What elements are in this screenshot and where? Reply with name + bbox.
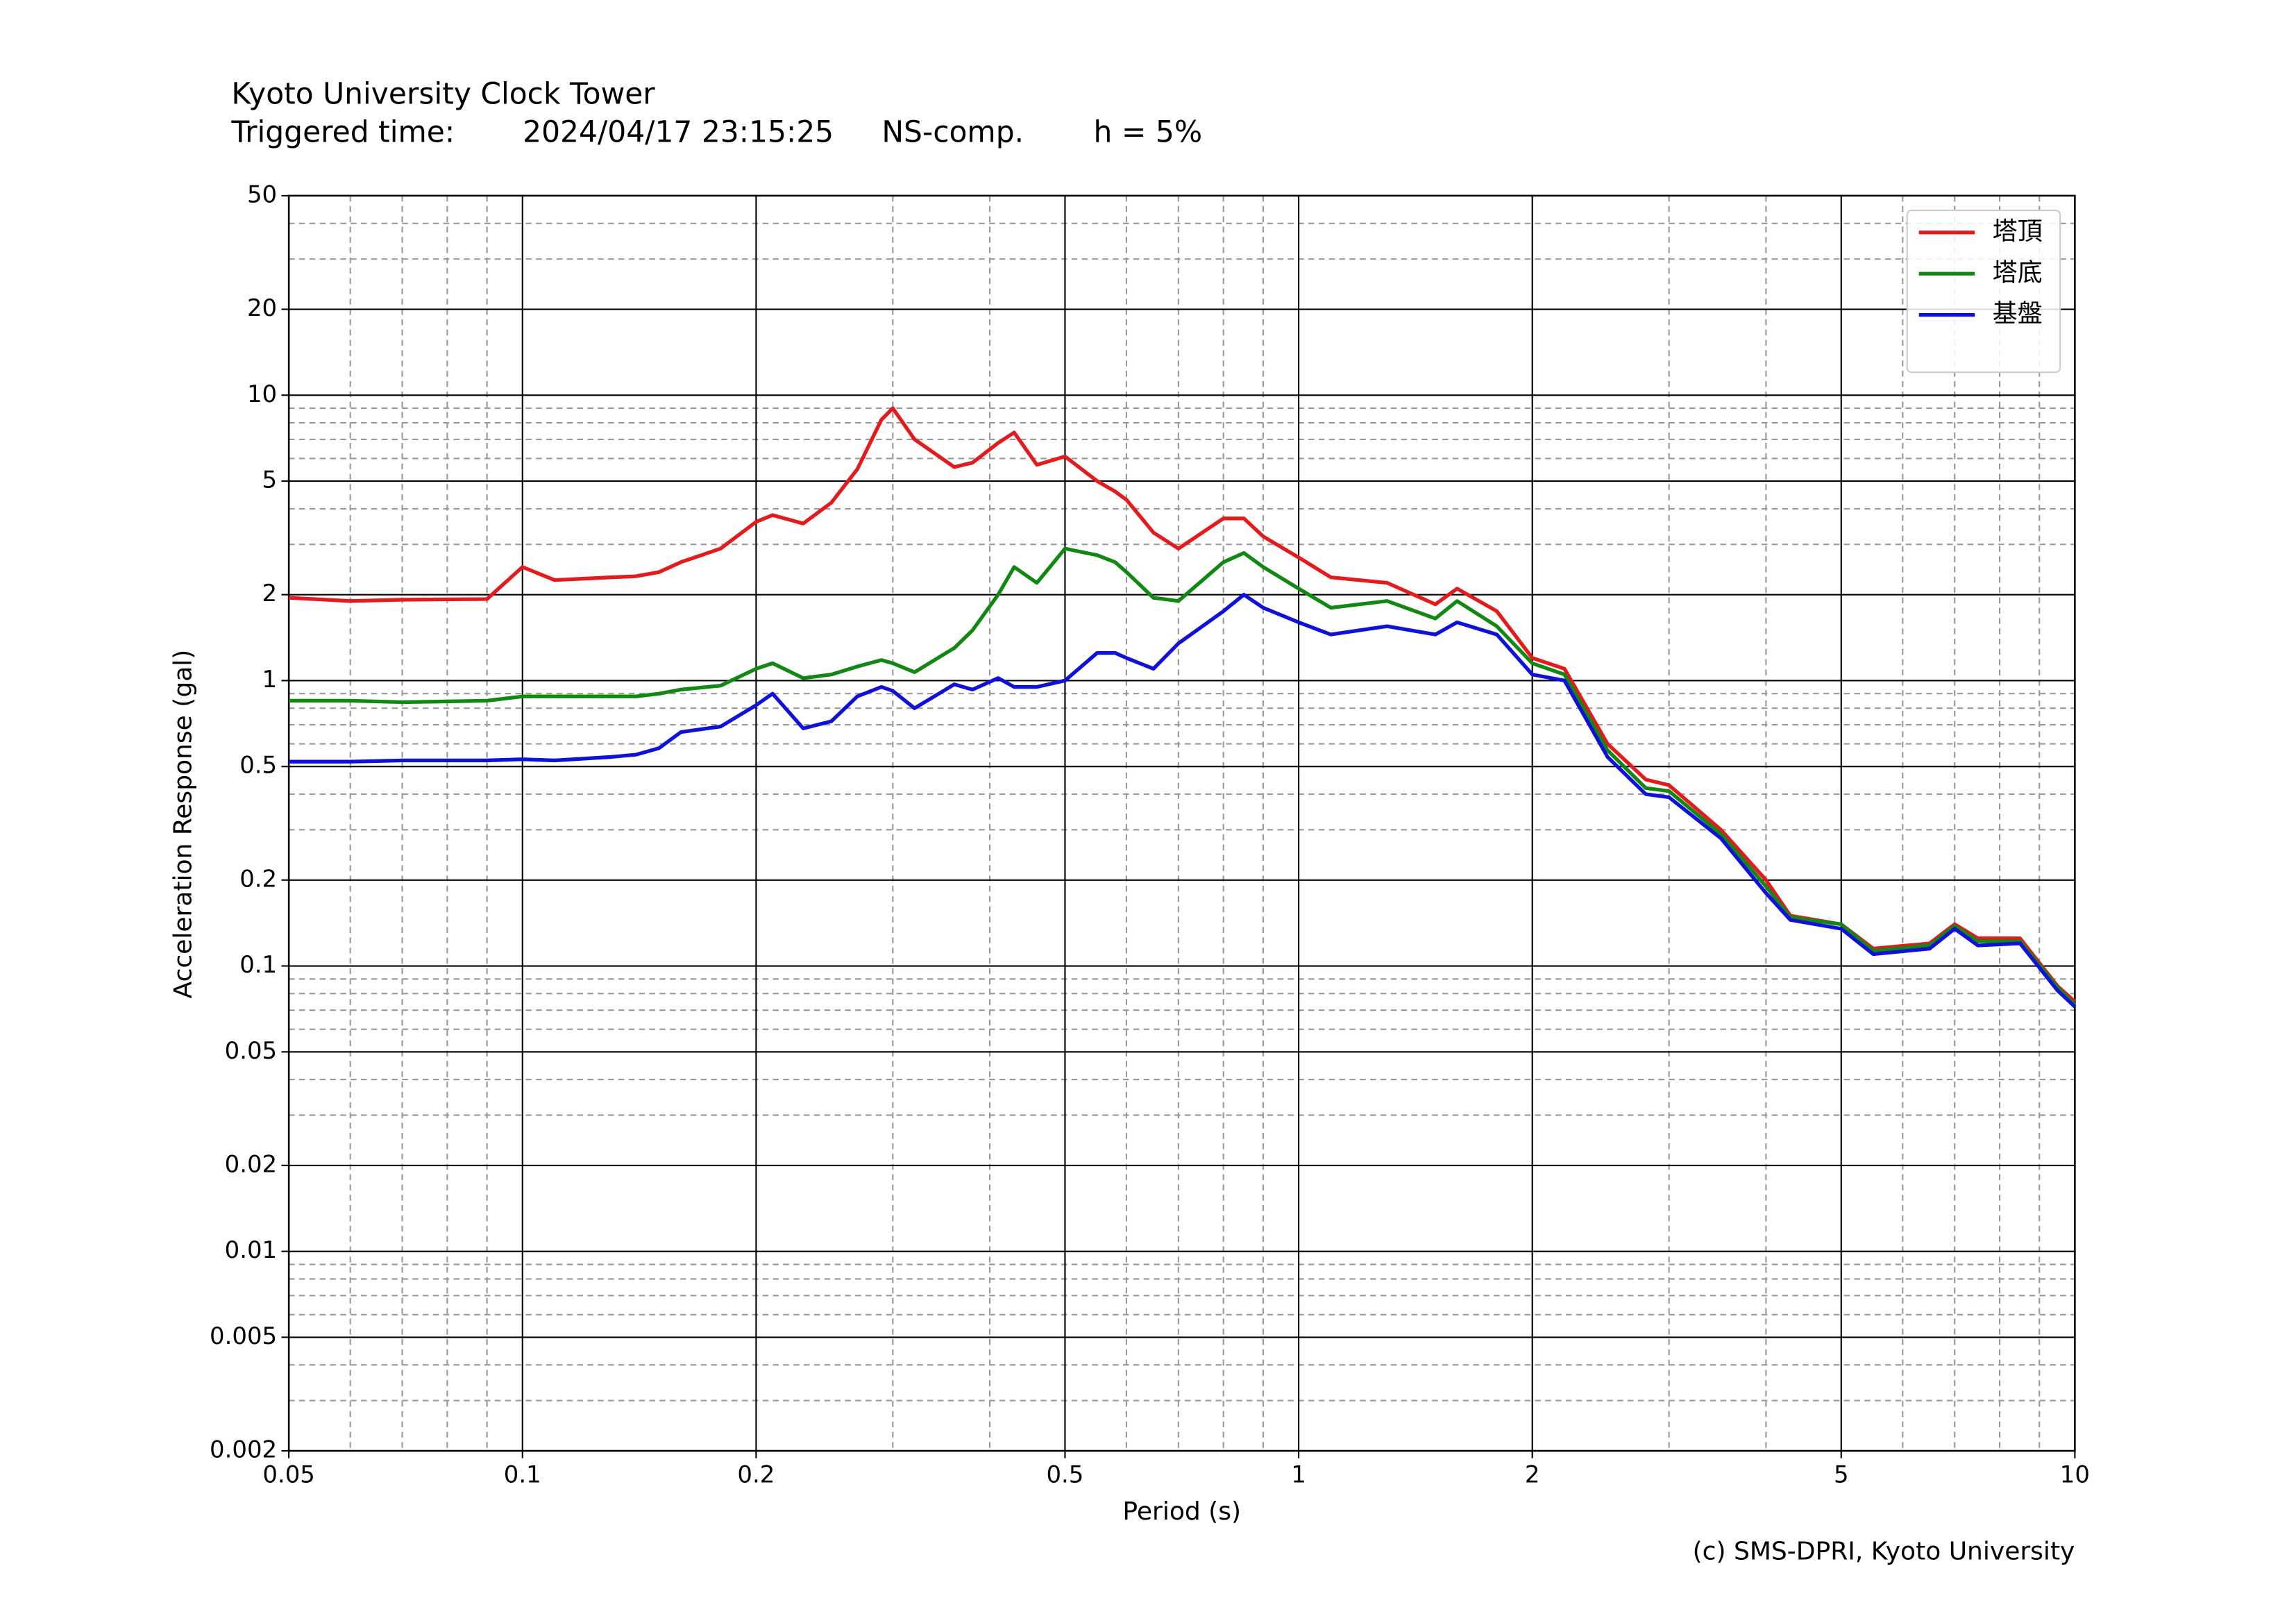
subtitle: 2024/04/17 23:15:25 — [523, 115, 834, 149]
subtitle: h = 5% — [1094, 115, 1203, 149]
x-tick-label: 1 — [1291, 1461, 1306, 1488]
x-axis-label: Period (s) — [1122, 1497, 1241, 1526]
legend-label: 塔頂 — [1993, 217, 2043, 246]
y-tick-label: 20 — [247, 294, 277, 321]
y-tick-label: 10 — [247, 380, 277, 407]
x-tick-label: 5 — [1834, 1461, 1849, 1488]
y-tick-label: 0.002 — [210, 1436, 277, 1463]
y-tick-label: 0.05 — [225, 1037, 278, 1064]
series-line — [288, 406, 2077, 1003]
y-axis-label: Acceleration Response (gal) — [169, 650, 198, 999]
y-tick-label: 0.005 — [210, 1322, 277, 1349]
x-tick-label: 0.2 — [737, 1461, 775, 1488]
plot-frame — [287, 194, 2076, 1452]
series-line — [289, 546, 2077, 1007]
series-line — [289, 592, 2077, 1009]
legend-box — [1906, 210, 2061, 373]
y-tick-label: 0.01 — [225, 1236, 278, 1263]
chart-title: Kyoto University Clock Tower — [231, 76, 655, 110]
y-tick-label: 2 — [262, 580, 278, 607]
legend-label: 塔底 — [1993, 258, 2043, 287]
legend-label: 基盤 — [1993, 300, 2043, 328]
y-tick-label: 1 — [262, 666, 278, 693]
y-tick-label: 0.5 — [239, 752, 277, 779]
x-tick-label: 0.1 — [504, 1461, 541, 1488]
subtitle: Triggered time: — [230, 115, 455, 149]
y-tick-label: 5 — [262, 466, 278, 494]
x-tick-label: 0.5 — [1046, 1461, 1083, 1488]
y-tick-label: 0.1 — [239, 951, 277, 978]
y-tick-label: 0.2 — [239, 865, 277, 892]
credit: (c) SMS-DPRI, Kyoto University — [1693, 1537, 2075, 1565]
x-tick-label: 2 — [1525, 1461, 1540, 1488]
subtitle: NS-comp. — [881, 115, 1024, 149]
y-tick-label: 0.02 — [225, 1150, 278, 1177]
x-tick-label: 10 — [2060, 1461, 2090, 1488]
x-tick-label: 0.05 — [262, 1461, 315, 1488]
y-tick-label: 50 — [247, 180, 277, 208]
